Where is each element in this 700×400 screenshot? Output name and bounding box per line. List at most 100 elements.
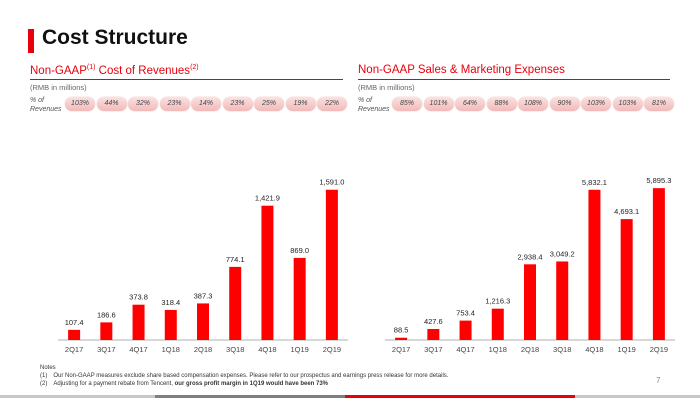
cost-of-revenues-value-label: 318.4	[161, 298, 180, 307]
page-number: 7	[656, 376, 661, 385]
left-pct-label-line1: % of	[30, 97, 45, 104]
cost-of-revenues-bar-1Q18	[164, 309, 177, 340]
note-1: (1) Our Non-GAAP measures exclude share …	[40, 372, 448, 380]
left-title-prefix: Non-GAAP	[30, 64, 87, 77]
left-title-mid: Cost of Revenues	[95, 64, 191, 77]
sales-marketing-x-tick-label: 3Q17	[424, 345, 442, 354]
sales-marketing-x-tick-label: 2Q17	[392, 345, 410, 354]
left-pct-pill: 44%	[96, 97, 127, 111]
sales-marketing-value-label: 427.6	[424, 317, 443, 326]
left-percentage-pills: 103% 44% 32% 23% 14% 23% 25% 19% 22%	[65, 97, 347, 111]
sales-marketing-x-tick-label: 2Q19	[650, 345, 668, 354]
cost-of-revenues-x-tick-label: 4Q17	[129, 345, 147, 354]
sales-marketing-value-label: 88.5	[394, 326, 409, 335]
note-2-num: (2)	[40, 381, 48, 387]
right-pct-pill: 90%	[549, 97, 580, 111]
right-pct-pill: 85%	[392, 97, 422, 111]
cost-of-revenues-x-tick-label: 3Q17	[97, 345, 115, 354]
sales-marketing-bar-2Q19	[652, 188, 665, 340]
sales-marketing-bar-1Q18	[491, 308, 504, 340]
sales-marketing-value-label: 2,938.4	[517, 252, 542, 261]
right-title-underline	[358, 79, 670, 80]
sales-marketing-bar-4Q17	[459, 320, 472, 340]
cost-of-revenues-bar-2Q19	[325, 189, 338, 340]
sales-marketing-bar-4Q18	[588, 189, 601, 340]
sales-marketing-value-label: 3,049.2	[550, 249, 575, 258]
note-2-text-a: Adjusting for a payment rebate from Tenc…	[53, 381, 175, 387]
sales-marketing-x-tick-label: 1Q18	[489, 345, 507, 354]
cost-of-revenues-x-tick-label: 2Q19	[323, 345, 341, 354]
cost-of-revenues-chart: 107.4 2Q17 186.6 3Q17 373.8 4Q17 318.4 1Q18 387.…	[58, 178, 348, 354]
left-pct-label: % of Revenues	[30, 96, 62, 114]
cost-of-revenues-bar-2Q18	[197, 303, 209, 340]
sales-marketing-value-label: 4,693.1	[614, 207, 639, 216]
cost-of-revenues-value-label: 107.4	[65, 318, 84, 327]
left-pct-pill: 23%	[222, 97, 253, 111]
cost-of-revenues-x-tick-label: 2Q17	[65, 345, 83, 354]
cost-of-revenues-value-label: 186.6	[97, 310, 116, 319]
sales-marketing-value-label: 5,832.1	[582, 178, 607, 187]
sales-marketing-bar-3Q17	[427, 328, 440, 340]
left-pct-pill: 23%	[159, 97, 190, 111]
note-1-text: Our Non-GAAP measures exclude share base…	[53, 373, 449, 379]
sales-marketing-bar-2Q17	[395, 337, 408, 340]
page-title: Cost Structure	[42, 26, 188, 49]
left-unit-label: (RMB in millions)	[30, 83, 87, 92]
sales-marketing-value-label: 1,216.3	[485, 297, 510, 306]
footer-bar-grey-2	[155, 395, 345, 398]
left-title-sup2: (2)	[190, 64, 199, 71]
cost-of-revenues-value-label: 373.8	[129, 293, 148, 302]
right-pct-label: % of Revenues	[358, 96, 390, 114]
note-1-num: (1)	[40, 373, 48, 379]
cost-of-revenues-bar-2Q17	[68, 329, 81, 340]
note-2-text-b: our gross profit margin in 1Q19 would ha…	[174, 381, 329, 387]
left-pct-label-line2: Revenues	[30, 106, 62, 113]
cost-of-revenues-value-label: 387.3	[194, 291, 213, 300]
cost-of-revenues-bar-3Q18	[229, 266, 242, 340]
sales-marketing-x-tick-label: 4Q17	[456, 345, 474, 354]
right-chart-title: Non-GAAP Sales & Marketing Expenses	[358, 64, 565, 76]
left-pct-pill: 22%	[317, 97, 347, 111]
right-pct-pill: 64%	[455, 97, 485, 111]
left-pct-pill: 25%	[254, 97, 284, 111]
cost-of-revenues-value-label: 1,591.0	[319, 178, 344, 187]
notes: Notes (1) Our Non-GAAP measures exclude …	[40, 364, 448, 388]
title-accent-bar	[28, 29, 34, 53]
sales-marketing-bar-1Q19	[620, 219, 633, 340]
footer-bar-grey-3	[575, 395, 700, 398]
right-pct-pill: 81%	[644, 97, 674, 111]
right-pct-pill: 88%	[486, 97, 517, 111]
cost-of-revenues-x-tick-label: 3Q18	[226, 345, 244, 354]
right-pct-label-line2: Revenues	[358, 106, 390, 113]
left-pct-pill: 19%	[285, 97, 316, 111]
right-unit-label: (RMB in millions)	[358, 83, 415, 92]
cost-of-revenues-value-label: 1,421.9	[255, 194, 280, 203]
right-pct-pill: 103%	[581, 97, 611, 111]
cost-of-revenues-x-tick-label: 1Q18	[162, 345, 180, 354]
cost-of-revenues-bar-1Q19	[293, 257, 306, 340]
sales-marketing-x-tick-label: 4Q18	[585, 345, 603, 354]
left-title-sup1: (1)	[86, 64, 96, 71]
sales-marketing-value-label: 753.4	[456, 309, 475, 318]
left-chart-title: Non-GAAP(1) Cost of Revenues(2)	[30, 64, 199, 77]
sales-marketing-bar-3Q18	[556, 261, 569, 340]
cost-of-revenues-value-label: 869.0	[290, 246, 309, 255]
cost-of-revenues-x-tick-label: 2Q18	[194, 345, 212, 354]
cost-of-revenues-bar-4Q18	[261, 205, 274, 340]
sales-marketing-x-tick-label: 3Q18	[553, 345, 571, 354]
footer-bar-red	[345, 395, 575, 398]
cost-of-revenues-bar-4Q17	[132, 304, 145, 340]
left-pct-pill: 14%	[191, 97, 221, 111]
right-percentage-pills: 85% 101% 64% 88% 108% 90% 103% 103% 81%	[392, 97, 674, 111]
right-pct-pill: 108%	[518, 97, 548, 111]
left-pct-pill: 103%	[65, 97, 95, 111]
left-pct-pill: 32%	[128, 97, 158, 111]
right-pct-pill: 103%	[612, 97, 643, 111]
cost-of-revenues-value-label: 774.1	[226, 255, 245, 264]
left-title-underline	[30, 79, 343, 80]
sales-marketing-chart: 88.5 2Q17 427.6 3Q17 753.4 4Q17 1,216.3 1Q18 2,9…	[385, 176, 675, 354]
right-pct-label-line1: % of	[358, 97, 373, 104]
cost-of-revenues-x-tick-label: 1Q19	[290, 345, 308, 354]
note-2: (2) Adjusting for a payment rebate from …	[40, 380, 448, 388]
right-pct-pill: 101%	[423, 97, 454, 111]
